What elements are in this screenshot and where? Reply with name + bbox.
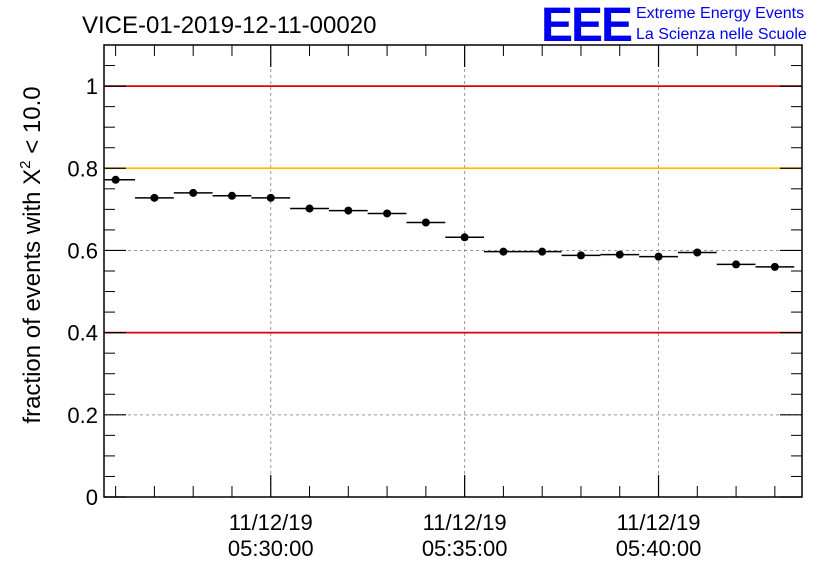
data-point	[421, 218, 430, 227]
data-point	[150, 193, 159, 202]
y-tick-label: 0.2	[67, 403, 98, 428]
axis-ticks	[104, 45, 802, 498]
data-point	[770, 262, 779, 271]
y-tick-label: 0	[86, 485, 98, 510]
data-point	[305, 204, 314, 213]
x-tick-date: 11/12/19	[423, 510, 507, 535]
y-axis-title: fraction of events with X2 < 10.0	[17, 86, 46, 423]
data-point	[499, 247, 508, 256]
x-tick-time: 05:30:00	[228, 536, 314, 561]
y-tick-label: 0.6	[67, 238, 98, 263]
data-point	[654, 252, 663, 261]
data-point	[538, 247, 547, 256]
data-point	[383, 209, 392, 218]
data-point	[344, 206, 353, 215]
data-point	[189, 188, 198, 197]
plot-frame	[103, 44, 803, 498]
logo-line-1: Extreme Energy Events	[636, 5, 804, 22]
data-point	[693, 248, 702, 257]
y-tick-label: 0.8	[67, 156, 98, 181]
data-series	[104, 175, 795, 271]
data-point	[460, 233, 469, 242]
x-tick-date: 11/12/19	[229, 510, 313, 535]
x-tick-time: 05:40:00	[616, 536, 702, 561]
data-point	[227, 191, 236, 200]
y-tick-labels: 0 0.2 0.4 0.6 0.8 1	[67, 74, 98, 510]
chart-title: VICE-01-2019-12-11-00020	[82, 12, 376, 39]
data-point	[111, 175, 120, 184]
data-point	[615, 250, 624, 259]
y-tick-label: 0.4	[67, 321, 98, 346]
data-point	[576, 251, 585, 260]
data-point	[732, 260, 741, 269]
chi-symbol: X	[19, 169, 46, 185]
eee-logo: EEE	[541, 0, 632, 52]
x-tick-time: 05:35:00	[422, 536, 508, 561]
grid	[104, 45, 802, 497]
x-tick-date: 11/12/19	[617, 510, 701, 535]
logo-line-2: La Scienza nelle Scuole	[636, 26, 807, 43]
y-tick-label: 1	[86, 74, 98, 99]
chi-exponent: 2	[17, 160, 34, 168]
data-point	[266, 193, 275, 202]
reference-lines	[104, 85, 802, 334]
x-tick-labels: 11/12/1905:30:0011/12/1905:35:0011/12/19…	[228, 510, 701, 561]
